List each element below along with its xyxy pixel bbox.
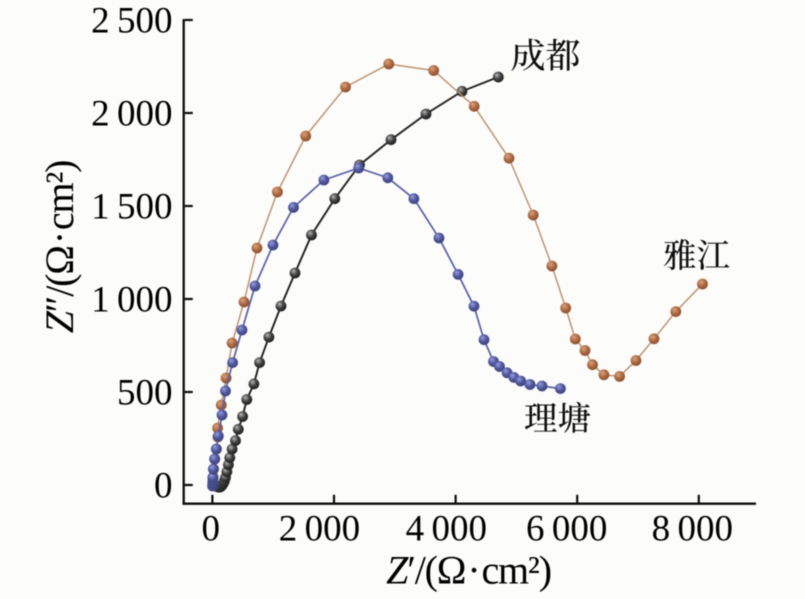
svg-text:500: 500 — [117, 373, 173, 414]
svg-text:2 500: 2 500 — [91, 1, 172, 42]
svg-text:4 000: 4 000 — [406, 508, 487, 549]
svg-text:2 000: 2 000 — [279, 508, 360, 549]
svg-text:1 500: 1 500 — [91, 187, 172, 228]
svg-text:Z′/(Ω·cm²): Z′/(Ω·cm²) — [386, 548, 551, 593]
svg-text:6 000: 6 000 — [526, 508, 607, 549]
svg-text:2 000: 2 000 — [91, 94, 172, 135]
svg-text:0: 0 — [201, 508, 220, 549]
svg-text:0: 0 — [154, 466, 173, 507]
svg-text:8 000: 8 000 — [652, 508, 733, 549]
svg-text:1 000: 1 000 — [91, 280, 172, 321]
svg-text:Z″/(Ω·cm²): Z″/(Ω·cm²) — [37, 161, 82, 334]
